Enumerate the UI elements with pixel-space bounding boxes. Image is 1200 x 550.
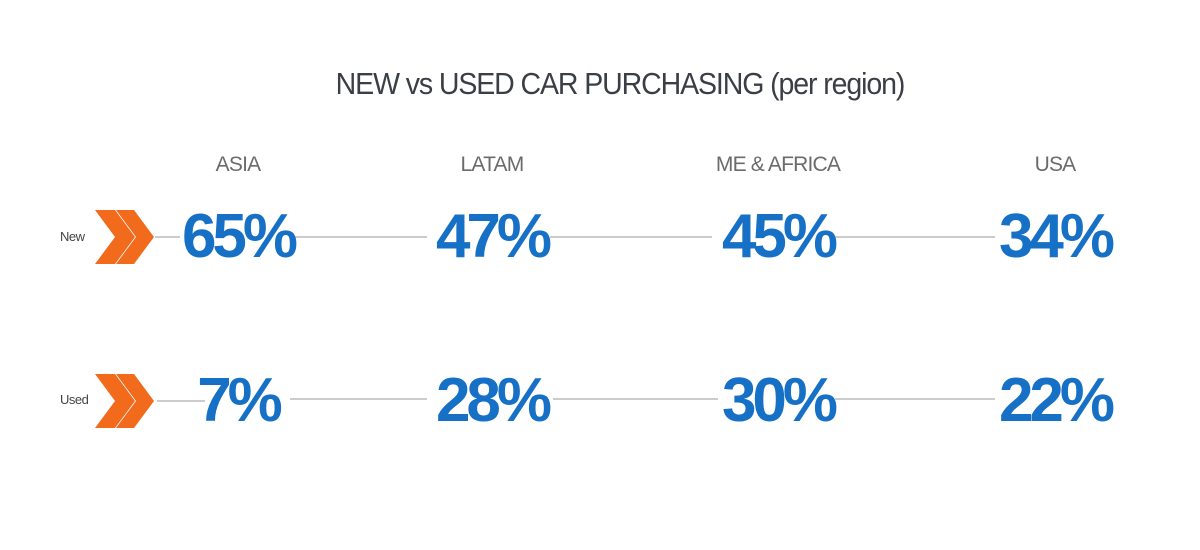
title: NEW vs USED CAR PURCHASING (per region) xyxy=(335,66,906,101)
column-header: ASIA xyxy=(215,153,261,176)
chevron xyxy=(116,374,154,428)
chevrons-new xyxy=(95,210,154,264)
chevron xyxy=(95,374,135,428)
connectors xyxy=(155,236,995,402)
chevrons-used xyxy=(95,374,154,428)
value: 45% xyxy=(721,202,838,271)
value: 22% xyxy=(998,366,1115,435)
chevron xyxy=(95,210,135,264)
column-header: LATAM xyxy=(460,153,525,176)
column-header: USA xyxy=(1034,153,1077,176)
value: 34% xyxy=(998,202,1115,271)
value: 47% xyxy=(435,202,552,271)
value: 65% xyxy=(181,202,298,271)
value: 30% xyxy=(721,366,838,435)
value: 28% xyxy=(435,366,552,435)
row-label: New xyxy=(60,229,85,244)
row-label: Used xyxy=(60,392,89,407)
chevron xyxy=(116,210,154,264)
column-header: ME & AFRICA xyxy=(715,153,841,176)
value: 7% xyxy=(197,366,283,435)
